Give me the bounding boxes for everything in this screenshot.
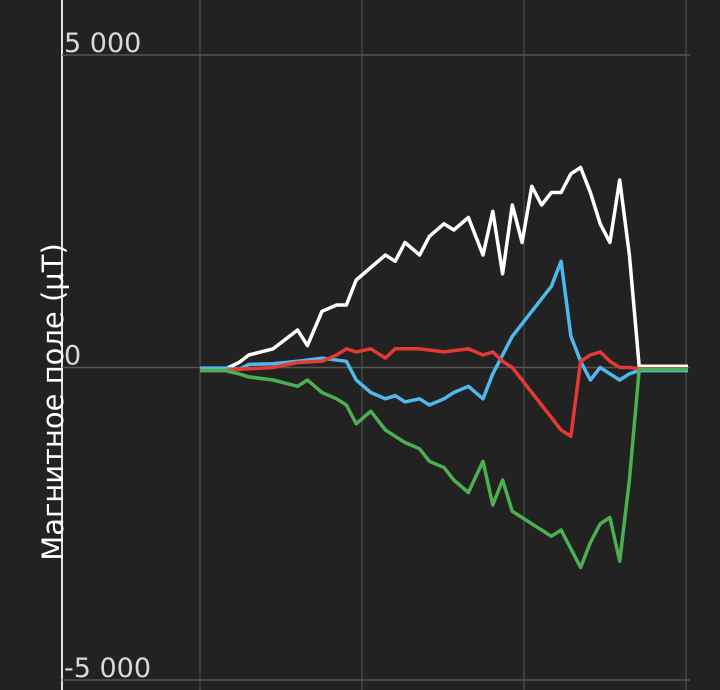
series-line-3 [200,347,688,439]
y-tick-label: -5 000 [64,653,151,684]
y-tick-label: 5 000 [64,28,141,59]
y-tick-label: 0 [64,341,81,372]
tick-labels: 5 000 0 -5 000 [64,28,151,684]
series-line-1 [200,165,688,372]
series-line-2 [200,259,688,407]
grid-lines [61,0,690,690]
series-lines [200,165,688,570]
y-axis-title: Магнитное поле (µT) [36,243,70,561]
series-line-4 [200,367,688,570]
